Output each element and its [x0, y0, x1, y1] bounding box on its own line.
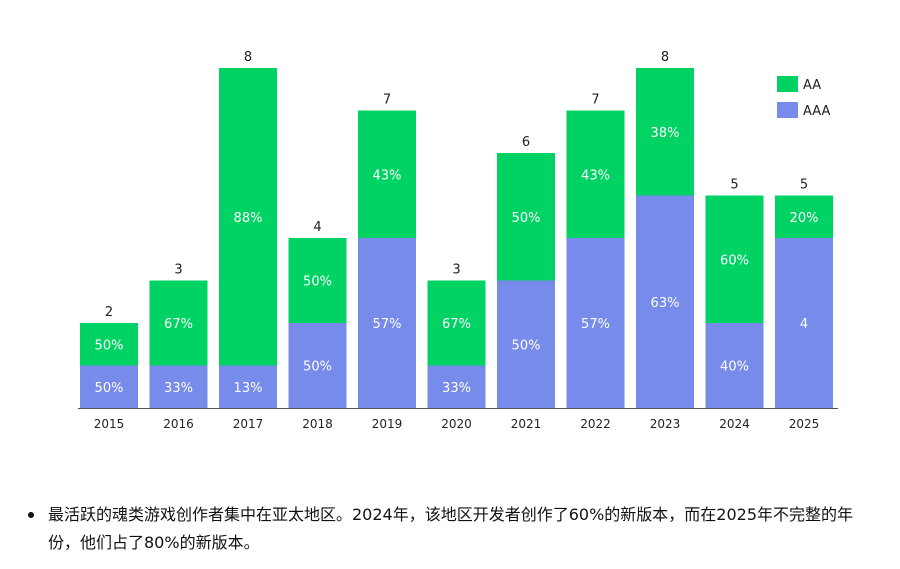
segment-label: 50%: [303, 360, 332, 375]
segment-label: 67%: [442, 317, 471, 332]
x-tick-label: 2020: [441, 417, 472, 431]
total-label: 3: [452, 263, 460, 278]
bar-aa-2021: [497, 153, 555, 281]
bar-aaa-2020: [427, 365, 486, 408]
segment-label: 57%: [373, 317, 402, 332]
total-label: 7: [383, 93, 391, 108]
bullet-dot: [28, 512, 34, 518]
segment-label: 57%: [581, 317, 610, 332]
total-label: 2: [105, 305, 113, 320]
segment-label: 20%: [790, 211, 819, 226]
segment-label: 4: [800, 317, 808, 332]
legend-swatch-aa: [777, 76, 798, 92]
bar-aa-2015: [80, 323, 138, 366]
bar-aaa-2021: [497, 280, 555, 408]
segment-label: 33%: [164, 381, 193, 396]
segment-label: 40%: [720, 360, 749, 375]
bar-aaa-2015: [80, 365, 138, 408]
segment-label: 60%: [720, 253, 749, 268]
bar-aa-2022: [566, 110, 625, 238]
bar-aaa-2016: [149, 365, 208, 408]
bar-aaa-2019: [358, 238, 416, 408]
x-tick-label: 2018: [302, 417, 333, 431]
legend-swatch-aaa: [777, 102, 798, 118]
x-tick-label: 2022: [580, 417, 611, 431]
x-tick-label: 2017: [233, 417, 264, 431]
x-tick-label: 2019: [372, 417, 403, 431]
bar-aa-2018: [288, 238, 347, 323]
bar-aa-2019: [358, 110, 416, 238]
bar-aa-2023: [636, 68, 694, 196]
summary-note: 最活跃的魂类游戏创作者集中在亚太地区。2024年，该地区开发者创作了60%的新版…: [48, 505, 854, 552]
x-tick-label: 2024: [719, 417, 750, 431]
bar-aa-2024: [705, 195, 764, 323]
segment-label: 63%: [651, 296, 680, 311]
total-label: 7: [591, 93, 599, 108]
bar-aaa-2023: [636, 195, 694, 408]
total-label: 8: [661, 50, 669, 65]
bar-aa-2016: [149, 280, 208, 366]
x-tick-label: 2015: [94, 417, 125, 431]
segment-label: 38%: [651, 126, 680, 141]
total-label: 4: [313, 220, 321, 235]
segment-label: 50%: [95, 381, 124, 396]
total-label: 8: [244, 50, 252, 65]
segment-label: 43%: [373, 168, 402, 183]
bar-aaa-2025: [775, 238, 833, 408]
segment-label: 43%: [581, 168, 610, 183]
bar-aaa-2017: [219, 365, 277, 408]
segment-label: 88%: [234, 211, 263, 226]
legend-label: AAA: [803, 104, 831, 119]
total-label: 6: [522, 135, 530, 150]
bar-aaa-2018: [288, 323, 347, 408]
segment-label: 50%: [303, 275, 332, 290]
segment-label: 67%: [164, 317, 193, 332]
x-tick-label: 2025: [789, 417, 820, 431]
bar-aa-2025: [775, 195, 833, 238]
segment-label: 13%: [234, 381, 263, 396]
segment-label: 50%: [512, 211, 541, 226]
x-tick-label: 2016: [163, 417, 194, 431]
stacked-bar-chart: 50% 50% 2 2015 33% 67% 3 2016 13% 88% 8 2017 50% 50% 4…: [78, 50, 838, 431]
bar-aaa-2024: [705, 323, 764, 408]
segment-label: 50%: [95, 338, 124, 353]
bar-aa-2017: [219, 68, 277, 366]
segment-label: 50%: [512, 338, 541, 353]
bar-aa-2020: [427, 280, 486, 366]
x-tick-label: 2021: [511, 417, 542, 431]
bar-aaa-2022: [566, 238, 625, 408]
x-tick-label: 2023: [650, 417, 681, 431]
total-label: 5: [730, 178, 738, 193]
total-label: 5: [800, 178, 808, 193]
segment-label: 33%: [442, 381, 471, 396]
total-label: 3: [174, 263, 182, 278]
legend-label: AA: [803, 78, 821, 93]
